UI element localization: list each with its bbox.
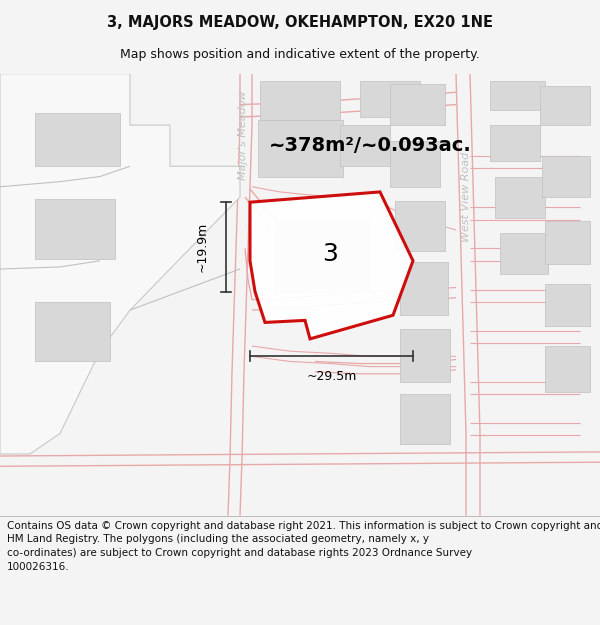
Polygon shape	[400, 329, 450, 382]
Polygon shape	[250, 192, 413, 339]
Polygon shape	[400, 262, 448, 315]
Polygon shape	[390, 141, 440, 187]
Polygon shape	[540, 86, 590, 125]
Text: 3: 3	[322, 242, 338, 266]
Polygon shape	[542, 156, 590, 197]
Text: West View Road: West View Road	[461, 152, 471, 242]
Polygon shape	[35, 199, 115, 259]
Polygon shape	[545, 221, 590, 264]
Text: ~19.9m: ~19.9m	[196, 222, 209, 272]
Polygon shape	[545, 346, 590, 392]
Polygon shape	[258, 120, 343, 176]
Polygon shape	[490, 125, 540, 161]
Text: 3, MAJORS MEADOW, OKEHAMPTON, EX20 1NE: 3, MAJORS MEADOW, OKEHAMPTON, EX20 1NE	[107, 14, 493, 29]
Polygon shape	[360, 81, 420, 117]
Polygon shape	[395, 201, 445, 251]
Text: Map shows position and indicative extent of the property.: Map shows position and indicative extent…	[120, 48, 480, 61]
Polygon shape	[35, 112, 120, 166]
Polygon shape	[340, 125, 390, 166]
Polygon shape	[500, 233, 548, 274]
Polygon shape	[275, 222, 370, 292]
Polygon shape	[35, 302, 110, 361]
Polygon shape	[400, 394, 450, 444]
Polygon shape	[390, 84, 445, 125]
Polygon shape	[495, 176, 545, 217]
Text: ~378m²/~0.093ac.: ~378m²/~0.093ac.	[269, 136, 472, 155]
Polygon shape	[260, 81, 340, 120]
Text: Contains OS data © Crown copyright and database right 2021. This information is : Contains OS data © Crown copyright and d…	[7, 521, 600, 572]
Text: ~29.5m: ~29.5m	[307, 371, 356, 383]
Text: Major's Meadow: Major's Meadow	[238, 91, 248, 180]
Polygon shape	[545, 284, 590, 326]
Polygon shape	[490, 81, 545, 110]
Polygon shape	[0, 74, 240, 454]
